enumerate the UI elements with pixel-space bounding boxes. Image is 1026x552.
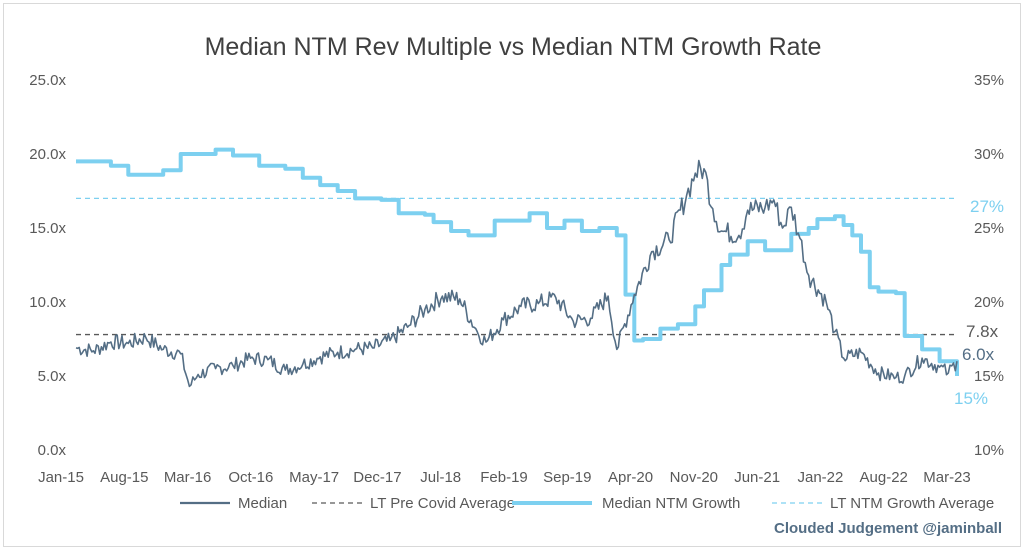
end-labels: 27% 7.8x 6.0x 15% (954, 197, 1004, 408)
y-right-tick-label: 25% (974, 220, 1004, 237)
median-ntm-growth-line (76, 147, 959, 376)
y-left-tick-label: 25.0x (29, 72, 66, 89)
watermark: Clouded Judgement @jaminball (774, 520, 1002, 537)
legend-label: Median NTM Growth (602, 495, 740, 512)
x-tick-label: Jan-15 (38, 469, 84, 486)
plot-area (75, 147, 959, 388)
y-axis-left: 0.0x 5.0x 10.0x 15.0x 20.0x 25.0x (29, 72, 66, 459)
chart-title: Median NTM Rev Multiple vs Median NTM Gr… (205, 33, 822, 61)
end-label: 6.0x (962, 345, 995, 364)
y-right-tick-label: 20% (974, 294, 1004, 311)
x-tick-label: Aug-15 (100, 469, 148, 486)
x-tick-label: Mar-23 (923, 469, 971, 486)
x-tick-label: Nov-20 (670, 469, 718, 486)
median-line (75, 159, 958, 388)
y-axis-right: 10% 15% 20% 25% 30% 35% (974, 72, 1004, 459)
end-label: 27% (970, 197, 1004, 216)
end-label: 15% (954, 389, 988, 408)
y-right-tick-label: 30% (974, 146, 1004, 163)
legend-label: Median (238, 495, 287, 512)
y-left-tick-label: 5.0x (38, 368, 67, 385)
legend-label: LT Pre Covid Average (370, 495, 515, 512)
y-right-tick-label: 15% (974, 368, 1004, 385)
y-left-tick-label: 15.0x (29, 220, 66, 237)
x-tick-label: Mar-16 (164, 469, 212, 486)
x-tick-label: Apr-20 (608, 469, 653, 486)
y-right-tick-label: 35% (974, 72, 1004, 89)
chart-frame: Median NTM Rev Multiple vs Median NTM Gr… (3, 3, 1021, 547)
y-left-tick-label: 0.0x (38, 442, 67, 459)
x-tick-label: Oct-16 (228, 469, 273, 486)
x-axis: Jan-15 Aug-15 Mar-16 Oct-16 May-17 Dec-17 Jul-… (38, 469, 971, 486)
x-tick-label: May-17 (289, 469, 339, 486)
chart-canvas: Median NTM Rev Multiple vs Median NTM Gr… (29, 33, 1004, 537)
y-right-tick-label: 10% (974, 442, 1004, 459)
x-tick-label: Jun-21 (734, 469, 780, 486)
x-tick-label: Feb-19 (480, 469, 528, 486)
legend-label: LT NTM Growth Average (830, 495, 994, 512)
end-label: 7.8x (966, 322, 999, 341)
x-tick-label: Dec-17 (353, 469, 401, 486)
x-tick-label: Sep-19 (543, 469, 591, 486)
legend: Median LT Pre Covid Average Median NTM Gro… (180, 495, 994, 512)
x-tick-label: Jul-18 (420, 469, 461, 486)
x-tick-label: Aug-22 (860, 469, 908, 486)
y-left-tick-label: 20.0x (29, 146, 66, 163)
y-left-tick-label: 10.0x (29, 294, 66, 311)
x-tick-label: Jan-22 (797, 469, 843, 486)
